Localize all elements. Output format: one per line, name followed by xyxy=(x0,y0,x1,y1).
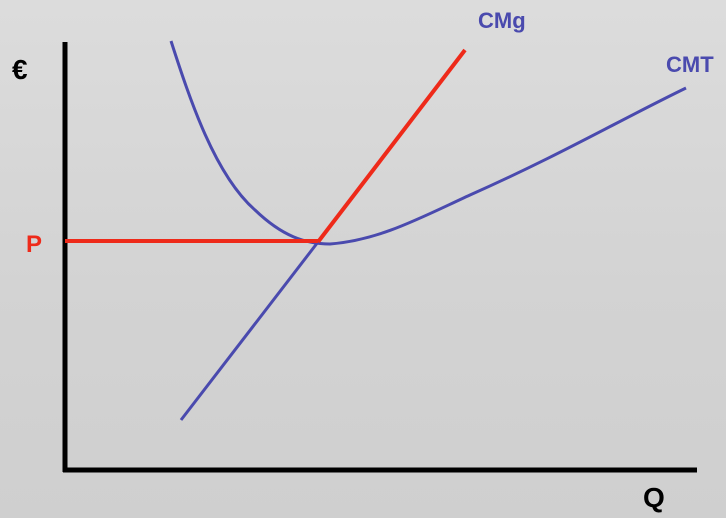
marginal-cost-curve-lower xyxy=(179,241,320,421)
average-total-cost-curve xyxy=(169,40,687,246)
average-total-cost-label: CMT xyxy=(666,52,714,77)
marginal-cost-curve-upper xyxy=(316,48,467,244)
x-axis-label: Q xyxy=(643,482,665,513)
price-label: P xyxy=(26,231,43,258)
marginal-cost-label: CMg xyxy=(478,8,526,33)
y-axis-label: € xyxy=(12,54,28,85)
